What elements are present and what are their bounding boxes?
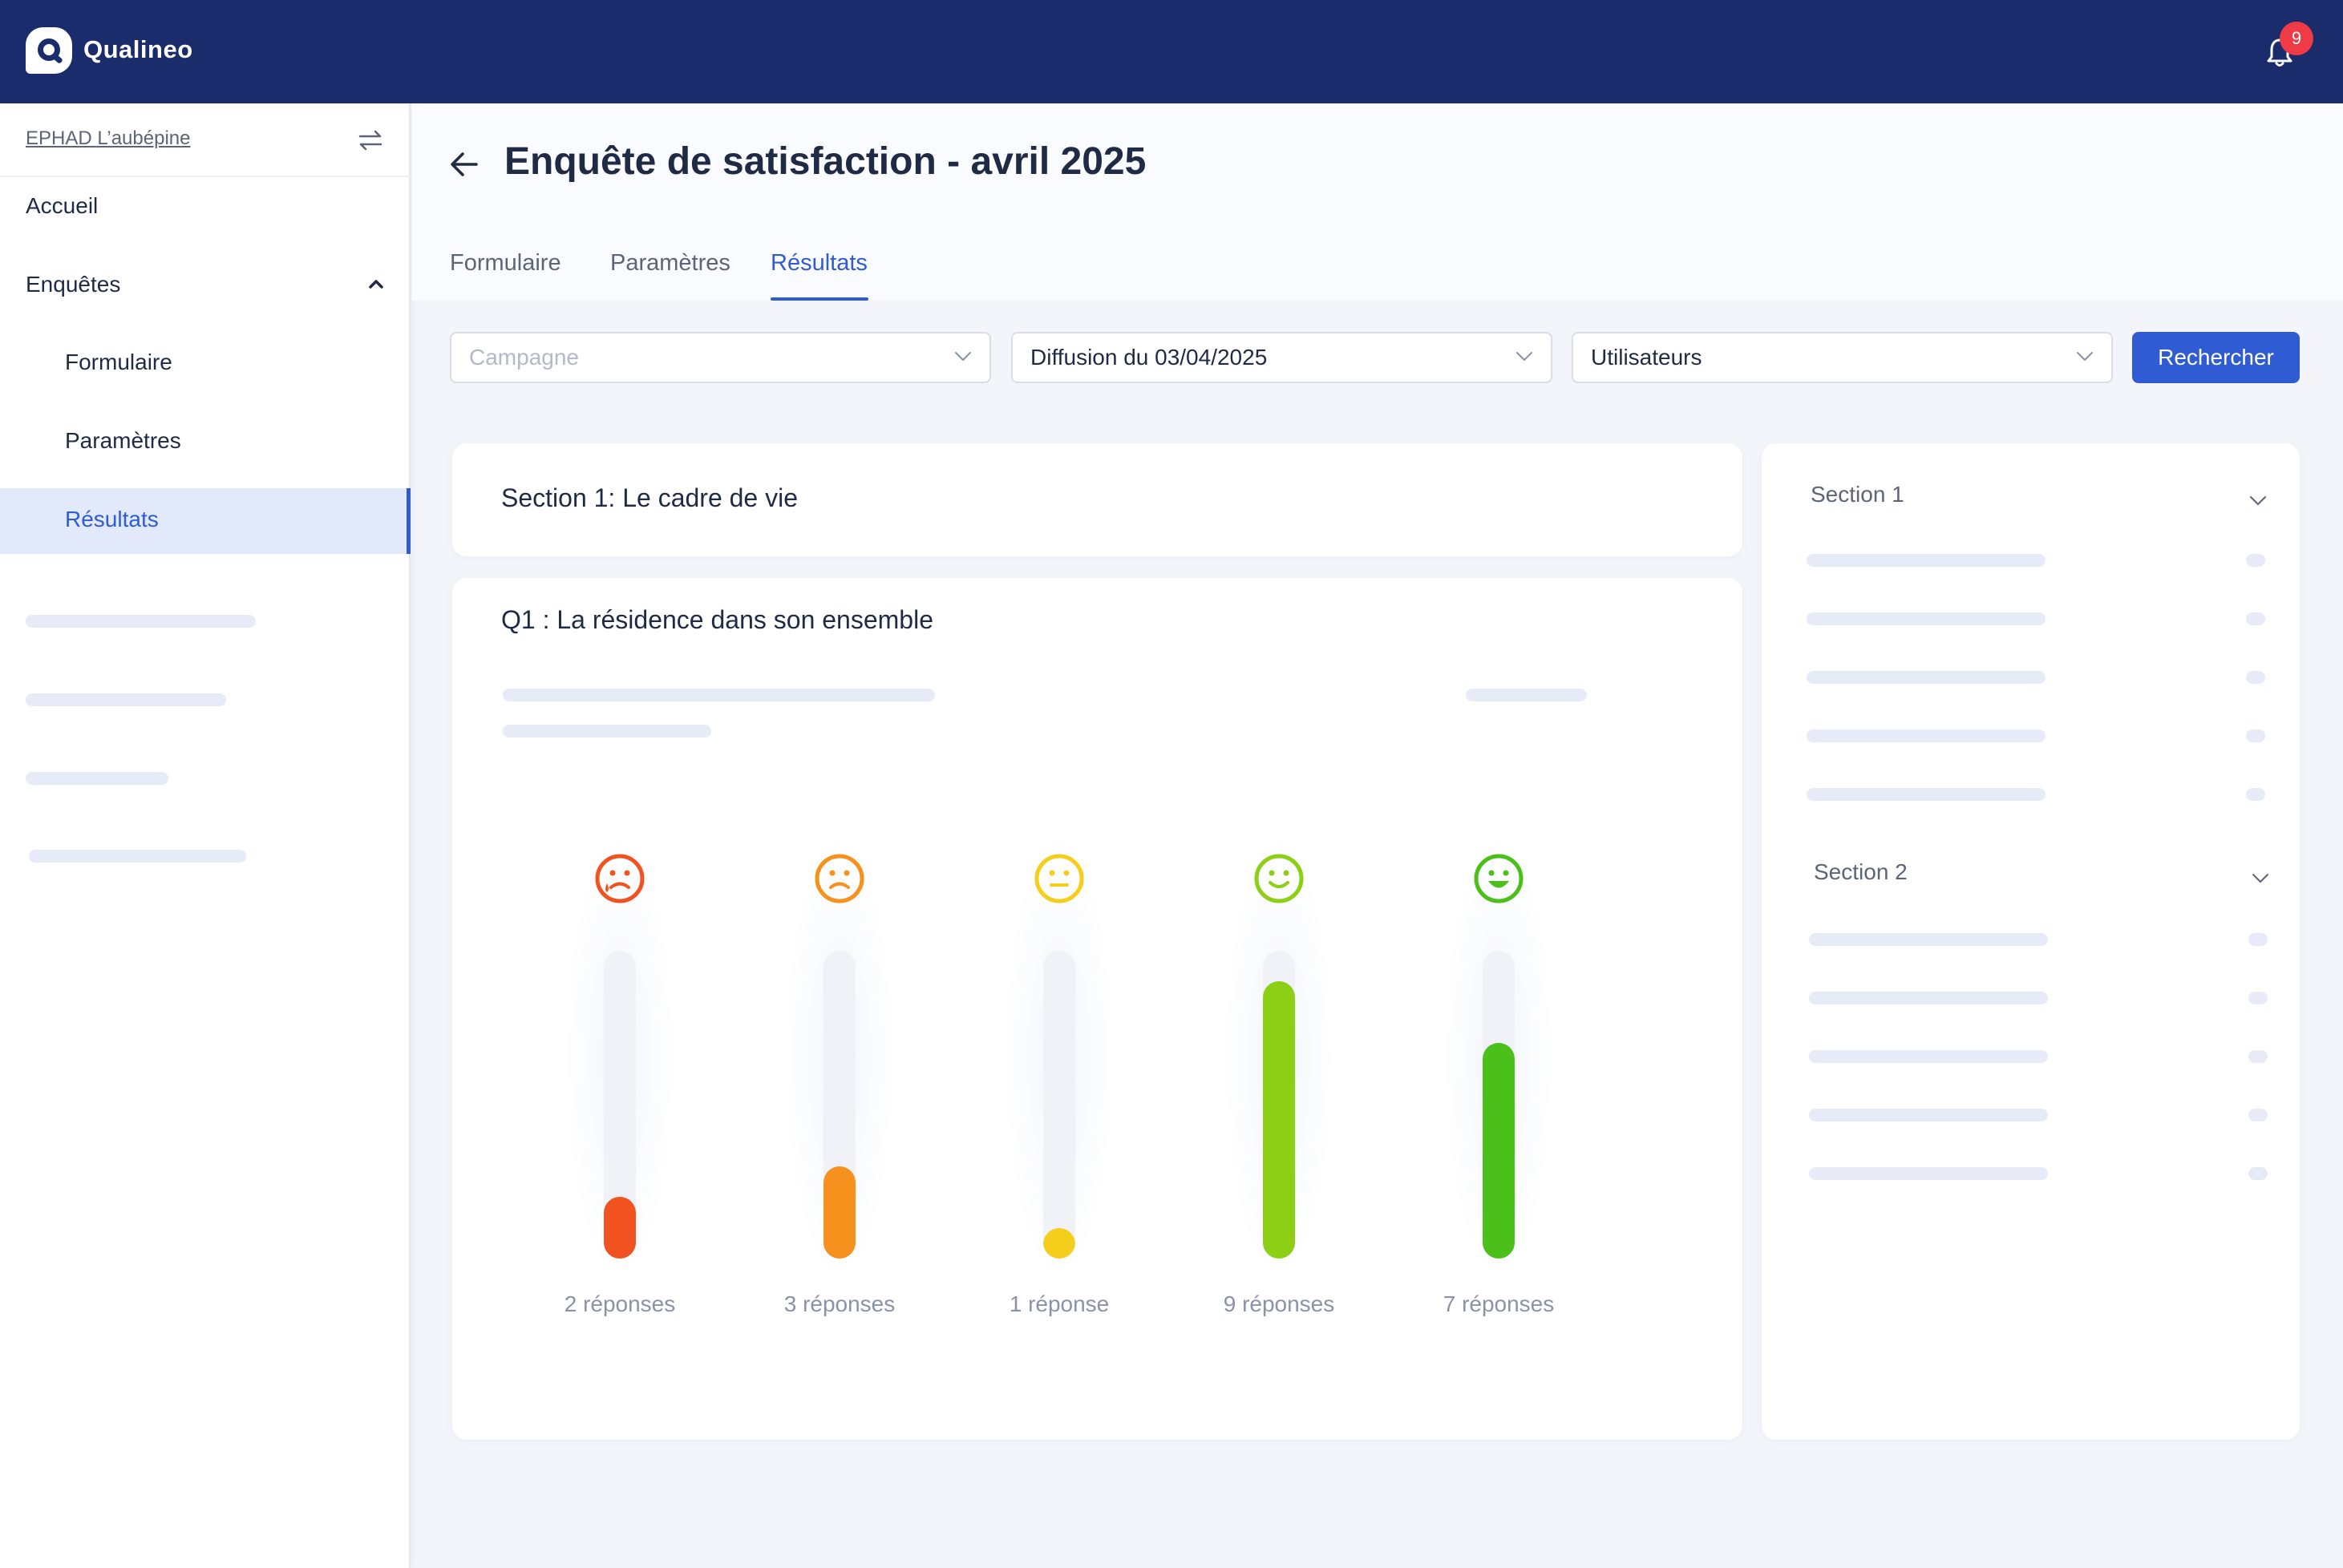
page-header <box>412 103 2343 301</box>
skeleton-line <box>1807 554 2046 567</box>
sidebar-item-resultats-highlight <box>0 488 411 554</box>
crying-face-icon <box>595 854 645 903</box>
response-count-label: 7 réponses <box>1443 1291 1555 1316</box>
response-count-label: 2 réponses <box>564 1291 676 1316</box>
skeleton-line <box>503 725 711 738</box>
skeleton-line <box>1807 612 2046 625</box>
skeleton-line <box>1809 933 2048 946</box>
skeleton-dot <box>2246 729 2265 742</box>
skeleton-line <box>1809 1050 2048 1063</box>
bar-track <box>1483 951 1515 1259</box>
sidebar-item-accueil[interactable]: Accueil <box>26 193 99 218</box>
skeleton-dot <box>2246 788 2265 801</box>
bar <box>604 1197 636 1259</box>
skeleton-line <box>1809 1109 2048 1121</box>
chevron-down-icon <box>1516 352 1532 361</box>
sad-face-icon <box>815 854 864 903</box>
chevron-down-icon <box>2077 352 2093 361</box>
sidebar: EPHAD L’aubépine Accueil Enquêtes Formul… <box>0 103 411 1568</box>
bar <box>823 1166 856 1259</box>
skeleton-dot <box>2248 1050 2268 1063</box>
skeleton-dot <box>2248 933 2268 946</box>
notification-badge[interactable]: 9 <box>2280 22 2313 55</box>
chevron-down-icon <box>955 352 971 361</box>
chevron-up-icon[interactable] <box>367 278 385 289</box>
chevron-down-icon[interactable] <box>2249 495 2267 507</box>
sidebar-item-parametres[interactable]: Paramètres <box>65 428 181 453</box>
diffusion-select-value: Diffusion du 03/04/2025 <box>1030 345 1268 370</box>
section-1-toggle[interactable]: Section 1 <box>1811 482 1904 507</box>
neutral-face-icon <box>1034 854 1084 903</box>
organization-link[interactable]: EPHAD L’aubépine <box>26 127 191 149</box>
app-name: Qualineo <box>83 35 193 63</box>
chevron-down-icon[interactable] <box>2252 873 2269 884</box>
response-count-label: 3 réponses <box>783 1291 896 1316</box>
sidebar-item-enquetes[interactable]: Enquêtes <box>26 272 121 297</box>
tab-formulaire[interactable]: Formulaire <box>450 250 561 276</box>
skeleton-dot <box>2248 1109 2268 1121</box>
skeleton-dot <box>2248 992 2268 1004</box>
campaign-select-placeholder: Campagne <box>469 345 579 370</box>
skeleton-dot <box>2248 1167 2268 1180</box>
smiling-face-icon <box>1254 854 1304 903</box>
skeleton-dot <box>2246 554 2265 567</box>
response-count-label: 9 réponses <box>1223 1291 1335 1316</box>
response-count-label: 1 réponse <box>1009 1291 1110 1316</box>
sidebar-item-resultats[interactable]: Résultats <box>65 507 159 531</box>
switch-organization-icon[interactable] <box>358 129 383 152</box>
bar-track <box>1043 951 1075 1259</box>
question-title: Q1 : La résidence dans son ensemble <box>501 605 933 634</box>
grinning-face-icon <box>1474 854 1524 903</box>
skeleton-line <box>26 772 168 785</box>
skeleton-dot <box>2246 671 2265 684</box>
section-2-toggle[interactable]: Section 2 <box>1814 859 1908 884</box>
tab-resultats[interactable]: Résultats <box>771 250 868 276</box>
top-bar: Qualineo 9 <box>0 0 2343 103</box>
page-title: Enquête de satisfaction - avril 2025 <box>504 140 1147 183</box>
active-tab-indicator <box>771 297 868 301</box>
bar-track <box>604 951 636 1259</box>
section-card: Section 1: Le cadre de vie <box>452 443 1742 556</box>
back-arrow-icon[interactable] <box>449 151 480 178</box>
diffusion-select[interactable]: Diffusion du 03/04/2025 <box>1011 332 1552 383</box>
skeleton-line <box>1807 671 2046 684</box>
skeleton-line <box>1807 788 2046 801</box>
users-select-value: Utilisateurs <box>1591 345 1702 370</box>
section-title: Section 1: Le cadre de vie <box>501 483 799 512</box>
tab-parametres[interactable]: Paramètres <box>610 250 730 276</box>
skeleton-line <box>1807 729 2046 742</box>
sections-panel: Section 1 Section 2 <box>1762 443 2300 1440</box>
skeleton-line <box>26 693 226 706</box>
skeleton-dot <box>2246 612 2265 625</box>
skeleton-line <box>26 615 256 628</box>
campaign-select[interactable]: Campagne <box>450 332 991 383</box>
bar <box>1263 981 1295 1259</box>
bar-track <box>1263 951 1295 1259</box>
qualineo-logo-icon[interactable] <box>26 27 72 74</box>
bar-track <box>823 951 856 1259</box>
users-select[interactable]: Utilisateurs <box>1572 332 2113 383</box>
question-card: Q1 : La résidence dans son ensemble 2 ré… <box>452 578 1742 1440</box>
search-button[interactable]: Rechercher <box>2132 332 2300 383</box>
divider <box>0 176 411 177</box>
bar <box>1483 1043 1515 1259</box>
skeleton-line <box>1809 1167 2048 1180</box>
bar <box>1043 1227 1075 1259</box>
skeleton-line <box>29 850 246 863</box>
sidebar-item-formulaire[interactable]: Formulaire <box>65 350 172 374</box>
skeleton-line <box>1809 992 2048 1004</box>
skeleton-line <box>1466 689 1587 701</box>
skeleton-line <box>503 689 935 701</box>
